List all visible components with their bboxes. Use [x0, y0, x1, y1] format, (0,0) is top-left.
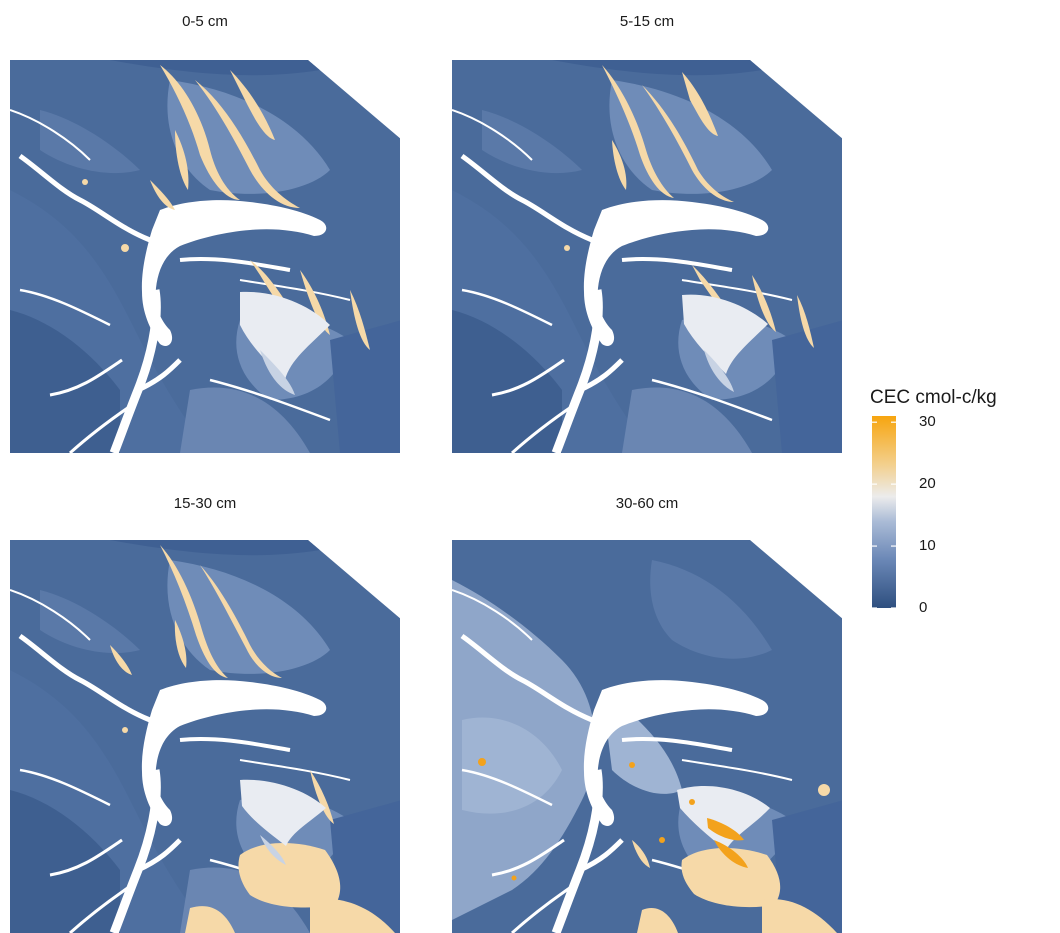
map-panel-5-15 — [452, 60, 842, 453]
panel-title-15-30: 15-30 cm — [173, 495, 237, 512]
legend-tick-label: 0 — [919, 599, 928, 616]
legend-tick-label: 30 — [919, 413, 936, 431]
legend-title: CEC cmol-c/kg — [870, 387, 997, 408]
legend-tick-label: 20 — [919, 475, 936, 493]
panel-title-0-5: 0-5 cm — [182, 13, 228, 30]
map-panel-30-60 — [452, 540, 842, 933]
panel-title-5-15: 5-15 cm — [619, 13, 675, 30]
legend-tick-label: 10 — [919, 537, 936, 555]
map-panel-15-30 — [10, 540, 400, 933]
panel-title-30-60: 30-60 cm — [615, 495, 679, 512]
legend-colorbar — [872, 416, 896, 608]
map-panel-0-5 — [10, 60, 400, 453]
